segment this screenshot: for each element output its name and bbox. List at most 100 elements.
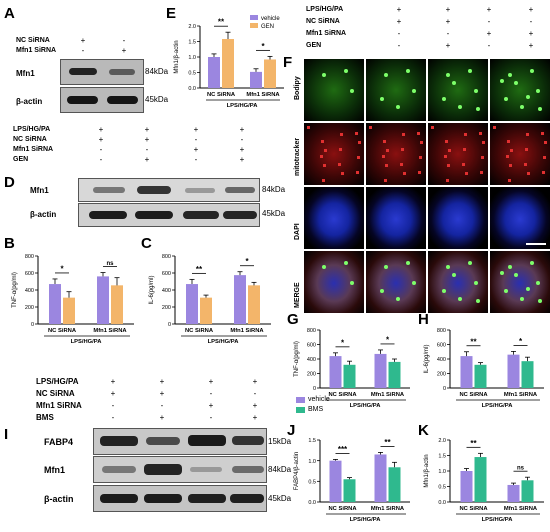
sign: +: [193, 125, 199, 134]
bar: [507, 354, 520, 388]
row-label-mfn1-sirna: Mfn1 SiRNA: [13, 146, 54, 153]
y-tick-label: 1.0: [188, 55, 196, 61]
western-blot-beta-actin: [60, 87, 144, 113]
channel-label-mitotracker: mitotracker: [294, 137, 301, 176]
y-tick-label: 200: [307, 372, 316, 378]
sign: -: [209, 413, 213, 422]
mitochondria-speck: [526, 133, 529, 136]
row-label-nc-sirna: NC SiRNA: [16, 37, 50, 44]
mitochondria-speck: [509, 164, 512, 167]
lipid-droplet: [538, 107, 542, 111]
sign: -: [122, 36, 126, 45]
bar: [474, 364, 487, 388]
y-tick-label: 800: [307, 328, 316, 334]
sign: -: [145, 145, 149, 154]
micrograph-tile: [489, 58, 550, 122]
mitochondria-speck: [508, 179, 511, 182]
sign: +: [110, 377, 116, 386]
sign: +: [445, 5, 451, 14]
micrograph-tile: [489, 122, 550, 186]
mitochondria-speck: [541, 132, 544, 135]
mitochondria-speck: [403, 172, 406, 175]
sign: +: [239, 145, 245, 154]
mitochondria-speck: [527, 172, 530, 175]
chart-j: 0.0 0.5 1.0 1.5 FABP4/β-actin NC SiRNA *** Mfn1…: [294, 438, 410, 523]
y-tick-label: 400: [162, 288, 171, 294]
group-label: LPS/HG/PA: [71, 339, 103, 345]
bar: [521, 361, 534, 388]
x-tick-label: NC SiRNA: [328, 506, 357, 512]
sign: -: [194, 135, 198, 144]
bar: [63, 297, 75, 324]
mitochondria-speck: [481, 156, 484, 159]
bar: [388, 361, 401, 388]
x-tick-label: NC SiRNA: [207, 92, 236, 98]
sign: -: [253, 389, 257, 398]
row-label-mfn1-sirna: Mfn1 SiRNA: [306, 30, 347, 37]
bar: [208, 57, 220, 88]
sign: +: [208, 377, 214, 386]
bar: [329, 460, 342, 502]
panel-label-k: K: [418, 422, 429, 439]
bar: [474, 457, 487, 502]
micrograph-tile: [427, 122, 489, 186]
mitochondria-speck: [447, 164, 450, 167]
bar: [97, 276, 109, 324]
y-tick-label: 2.0: [438, 438, 446, 444]
significance-label: ns: [106, 261, 114, 267]
blot-size-mfn1: 84kDa: [145, 67, 169, 76]
sign: -: [111, 413, 115, 422]
lipid-droplet: [442, 97, 446, 101]
y-tick-label: 600: [25, 271, 34, 277]
row-label-nc-sirna: NC SiRNA: [36, 389, 75, 398]
chart-c: 0 200 400 600 800 IL-6(pg/ml) NC SiRNA ** Mfn1 S…: [149, 254, 271, 345]
legend-swatch-bms: [296, 407, 305, 413]
legend-label-bms: BMS: [308, 406, 324, 413]
mitochondria-speck: [357, 156, 360, 159]
bar: [111, 285, 123, 324]
sign: +: [445, 17, 451, 26]
mitochondria-speck: [324, 149, 327, 152]
mitochondria-speck: [383, 140, 386, 143]
lipid-droplet: [344, 261, 348, 265]
sign: +: [252, 401, 258, 410]
y-tick-label: 0: [313, 386, 316, 392]
sign: -: [240, 135, 244, 144]
y-tick-label: 200: [437, 372, 446, 378]
mitochondria-speck: [369, 126, 372, 129]
panel-label-g: G: [287, 311, 299, 328]
blot-size-beta-actin: 45kDa: [268, 494, 292, 503]
mitochondria-speck: [340, 133, 343, 136]
bar: [374, 454, 387, 502]
sign: -: [111, 401, 115, 410]
sign: +: [159, 389, 165, 398]
mitochondria-speck: [307, 126, 310, 129]
y-tick-label: 0.0: [438, 500, 446, 506]
lipid-droplet: [396, 297, 400, 301]
sign: -: [397, 41, 401, 50]
significance-label: *: [341, 338, 345, 347]
lipid-droplet: [452, 273, 456, 277]
lipid-droplet: [476, 299, 480, 303]
blot-label-beta-actin: β-actin: [30, 210, 57, 219]
sign: -: [397, 29, 401, 38]
sign: +: [239, 125, 245, 134]
blot-size-beta-actin: 45kDa: [262, 209, 286, 218]
lipid-droplet: [406, 261, 410, 265]
lipid-droplet: [500, 271, 504, 275]
mitochondria-speck: [382, 155, 385, 158]
legend-label-vehicle: vehicle: [308, 396, 330, 403]
sign: -: [99, 155, 103, 164]
lipid-droplet: [344, 69, 348, 73]
y-tick-label: 400: [307, 357, 316, 363]
mitochondria-speck: [358, 141, 361, 144]
sign: +: [208, 401, 214, 410]
mitochondria-speck: [544, 141, 547, 144]
mitochondria-speck: [543, 156, 546, 159]
sign: -: [99, 145, 103, 154]
group-label: LPS/HG/PA: [482, 403, 514, 409]
panel-label-i: I: [4, 426, 9, 443]
y-tick-label: 600: [437, 343, 446, 349]
y-tick-label: 2.0: [188, 24, 196, 30]
bar: [460, 356, 473, 388]
